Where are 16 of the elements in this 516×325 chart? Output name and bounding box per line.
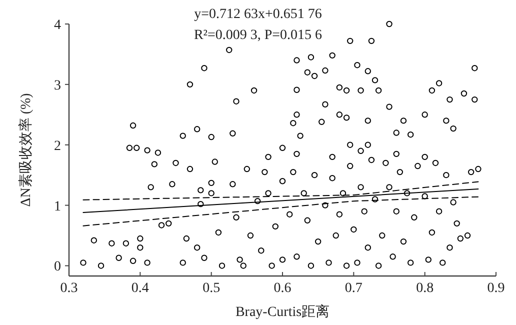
y-tick-label: 3 — [54, 78, 61, 94]
annotation: R²=0.009 3, P=0.015 6 — [194, 28, 322, 43]
x-tick-label: 0.8 — [416, 281, 434, 296]
y-tick-label: 0 — [54, 260, 61, 275]
y-tick-label: 1 — [54, 199, 61, 214]
y-tick-label: 4 — [54, 18, 61, 33]
x-tick-label: 0.7 — [344, 281, 362, 296]
x-tick-label: 0.4 — [131, 281, 149, 296]
x-axis-title: Bray-Curtis距离 — [235, 304, 330, 320]
y-axis-title: ΔN素吸收效率 (%) — [18, 92, 34, 207]
x-tick-label: 0.6 — [274, 281, 292, 296]
x-tick-label: 0.5 — [202, 281, 220, 296]
x-tick-label: 0.3 — [60, 281, 78, 296]
text: y=0.712 63x+0.651 76 — [194, 7, 322, 22]
y-tick-label: 2 — [54, 138, 61, 154]
x-tick-label: 0.9 — [487, 281, 505, 296]
